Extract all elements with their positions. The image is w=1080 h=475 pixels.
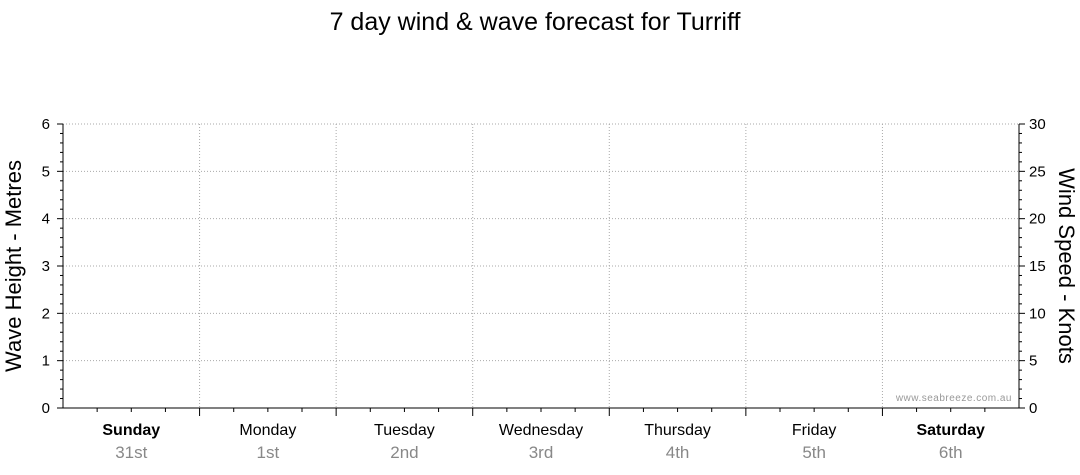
x-date-label: 5th (802, 443, 826, 462)
x-day-label: Friday (792, 422, 836, 439)
y-left-axis-title: Wave Height - Metres (1, 160, 26, 372)
y-right-tick-label: 0 (1029, 400, 1037, 417)
y-left-tick-label: 3 (42, 258, 50, 275)
tick-labels: 0 1 2 3 4 5 6 0 5 10 15 20 25 30 Sunday 31st Monday 1st Tu… (42, 116, 1046, 462)
y-left-tick-label: 0 (42, 400, 50, 417)
watermark: www.seabreeze.com.au (895, 393, 1012, 404)
y-right-tick-label: 20 (1029, 211, 1046, 228)
y-right-tick-label: 5 (1029, 353, 1037, 370)
x-date-label: 1st (257, 443, 280, 462)
y-right-axis-title: Wind Speed - Knots (1054, 168, 1079, 364)
x-date-label: 3rd (529, 443, 554, 462)
x-day-label: Thursday (644, 422, 711, 439)
x-day-label: Saturday (916, 422, 985, 439)
x-day-label: Sunday (102, 422, 160, 439)
y-right-tick-label: 10 (1029, 305, 1046, 322)
y-left-tick-label: 2 (42, 305, 50, 322)
x-date-label: 31st (115, 443, 147, 462)
x-day-label: Wednesday (499, 422, 583, 439)
y-left-tick-label: 1 (42, 353, 50, 370)
x-date-label: 2nd (390, 443, 418, 462)
x-date-label: 6th (939, 443, 963, 462)
y-left-tick-label: 6 (42, 116, 50, 133)
y-right-tick-label: 30 (1029, 116, 1046, 133)
y-right-tick-label: 15 (1029, 258, 1046, 275)
axes (57, 123, 1025, 416)
y-left-tick-label: 5 (42, 163, 50, 180)
y-left-tick-label: 4 (42, 211, 50, 228)
x-day-label: Monday (239, 422, 296, 439)
x-day-label: Tuesday (374, 422, 435, 439)
y-right-tick-label: 25 (1029, 163, 1046, 180)
grid (63, 123, 1019, 408)
x-date-label: 4th (666, 443, 690, 462)
chart-title: 7 day wind & wave forecast for Turriff (330, 8, 741, 36)
